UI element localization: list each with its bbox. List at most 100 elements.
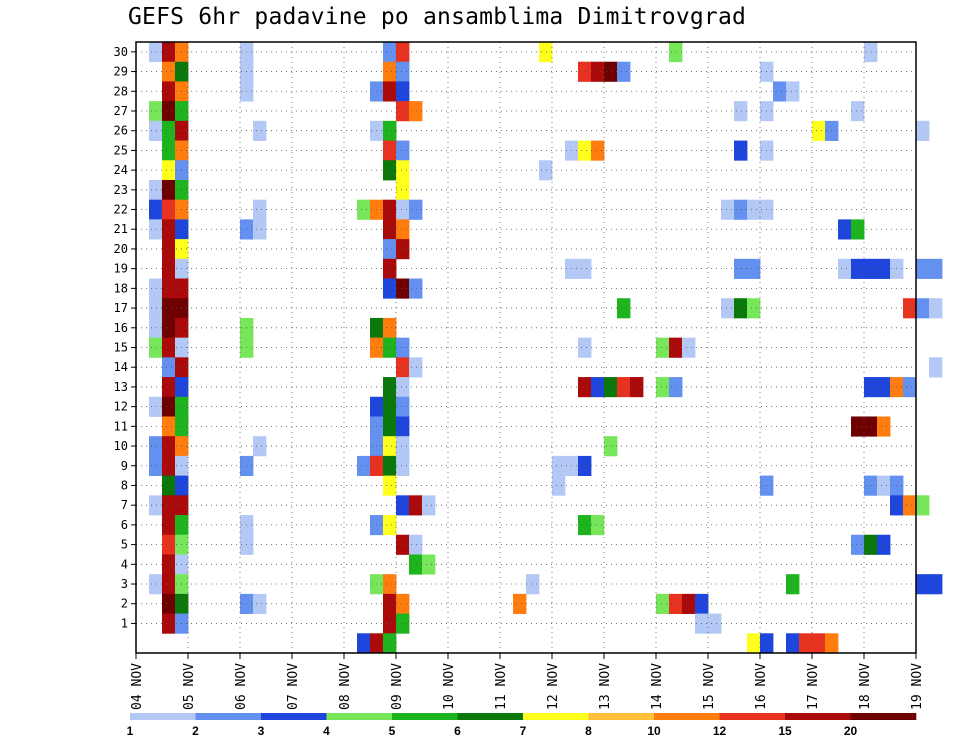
y-tick-label-2: 2 xyxy=(121,597,128,611)
cell-m1-d5 xyxy=(396,613,410,634)
y-tick-label-11: 11 xyxy=(114,419,128,433)
cell-m1-d4.75 xyxy=(383,613,397,634)
legend-swatch-9 xyxy=(719,713,786,720)
cell-m11-d4.75 xyxy=(383,416,397,437)
y-tick-label-30: 30 xyxy=(114,45,128,59)
legend-label-8: 8 xyxy=(585,724,592,738)
legend-label-5: 5 xyxy=(389,724,396,738)
cell-m2-d10 xyxy=(656,593,670,614)
cell-m12-d0.5 xyxy=(162,396,176,417)
cell-m19-d13.5 xyxy=(838,258,852,279)
legend-label-15: 15 xyxy=(778,724,792,738)
cell-m22-d11.25 xyxy=(721,199,735,220)
ticks-layer: 1234567891011121314151617181920212223242… xyxy=(114,45,925,710)
cell-m26-d0.5 xyxy=(162,120,176,141)
cell-m27-d11.5 xyxy=(734,101,748,122)
legend-swatch-10 xyxy=(785,713,851,720)
cell-m25-d5 xyxy=(396,140,410,161)
cell-m0-d12 xyxy=(760,633,774,654)
x-tick-label-6: 10 NOV xyxy=(442,663,457,710)
cell-m16-d0.5 xyxy=(162,317,176,339)
legend-swatch-6 xyxy=(523,713,589,720)
x-tick-label-9: 13 NOV xyxy=(598,663,613,710)
cell-m27-d0.25 xyxy=(149,101,163,122)
cell-m5-d14 xyxy=(864,534,878,555)
y-tick-label-13: 13 xyxy=(114,380,128,394)
cell-m9-d0.25 xyxy=(149,455,163,477)
cell-m13-d5 xyxy=(396,377,410,398)
cell-m16-d4.75 xyxy=(383,317,397,339)
cell-m21-d5 xyxy=(396,219,410,240)
y-tick-label-27: 27 xyxy=(114,104,128,118)
y-tick-label-19: 19 xyxy=(114,262,128,276)
cell-m10-d5 xyxy=(396,436,410,457)
cell-m18-d5 xyxy=(396,278,410,299)
y-tick-label-21: 21 xyxy=(114,222,128,236)
cell-m26-d4.75 xyxy=(383,120,397,141)
cell-m30-d4.75 xyxy=(383,42,397,63)
cell-m0-d11.75 xyxy=(747,633,761,654)
cell-m13-d14 xyxy=(864,377,878,398)
cell-m19-d13.75 xyxy=(851,258,865,279)
legend-label-12: 12 xyxy=(713,724,727,738)
legend-label-7: 7 xyxy=(520,724,527,738)
cell-m30-d10.25 xyxy=(669,42,683,63)
cell-m26-d13 xyxy=(812,120,826,141)
legend-bar: 1 2 3 4 5 6 7 8 10 12 15 20 xyxy=(127,713,917,738)
cell-m30-d0.25 xyxy=(149,42,163,63)
cell-m13-d14.75 xyxy=(903,377,917,398)
cell-m17-d0.25 xyxy=(149,298,163,319)
cell-m19-d15.25 xyxy=(929,258,943,279)
cell-m22-d5 xyxy=(396,199,410,220)
cell-m2-d2.25 xyxy=(253,593,267,614)
y-tick-label-8: 8 xyxy=(121,478,128,492)
cell-m11-d0.5 xyxy=(162,416,176,437)
cell-m21-d13.5 xyxy=(838,219,852,240)
cell-m11-d14 xyxy=(864,416,878,437)
legend-swatch-2 xyxy=(261,713,327,720)
cell-m20-d5 xyxy=(396,239,410,260)
cell-m20-d0.5 xyxy=(162,239,176,260)
y-tick-label-17: 17 xyxy=(114,301,128,315)
cell-m3-d15 xyxy=(916,574,930,595)
cell-m22-d5.25 xyxy=(409,199,423,220)
cell-m0-d13 xyxy=(812,633,826,654)
cell-m28-d12.25 xyxy=(773,81,787,102)
y-tick-label-26: 26 xyxy=(114,124,128,138)
cell-m24-d5 xyxy=(396,160,410,181)
cell-m9-d8.5 xyxy=(578,455,592,477)
y-tick-label-20: 20 xyxy=(114,242,128,256)
y-tick-label-29: 29 xyxy=(114,65,128,79)
x-tick-label-14: 18 NOV xyxy=(858,663,873,710)
cell-m11-d14.25 xyxy=(877,416,891,437)
cell-m4-d5.5 xyxy=(422,554,436,575)
cell-m29-d8.75 xyxy=(591,61,605,82)
cell-m10-d0.5 xyxy=(162,436,176,457)
cell-m10-d4.75 xyxy=(383,436,397,457)
cell-m30-d7.75 xyxy=(539,42,553,63)
cell-m22-d11.5 xyxy=(734,199,748,220)
cell-m6-d0.5 xyxy=(162,515,176,536)
cell-m14-d0.5 xyxy=(162,357,176,378)
x-tick-label-2: 06 NOV xyxy=(234,663,249,710)
cell-m26-d0.25 xyxy=(149,120,163,141)
cell-m17-d15 xyxy=(916,298,930,319)
cell-m15-d0.5 xyxy=(162,337,176,358)
cell-m29-d9 xyxy=(604,61,618,82)
cell-m7-d0.5 xyxy=(162,495,176,516)
cell-m24-d4.75 xyxy=(383,160,397,181)
x-tick-label-12: 16 NOV xyxy=(754,663,769,710)
cell-m30-d14 xyxy=(864,42,878,63)
cell-m9-d5 xyxy=(396,455,410,477)
x-tick-label-1: 05 NOV xyxy=(182,663,197,710)
cell-m3-d0.5 xyxy=(162,574,176,595)
cell-m0-d12.5 xyxy=(786,633,800,654)
cell-m12-d5 xyxy=(396,396,410,417)
cell-m13-d0.5 xyxy=(162,377,176,398)
cell-m22-d2.25 xyxy=(253,199,267,220)
cell-m17-d11.5 xyxy=(734,298,748,319)
cell-m22-d0.25 xyxy=(149,199,163,220)
cell-m16-d0.25 xyxy=(149,317,163,339)
cell-m27-d13.75 xyxy=(851,101,865,122)
y-tick-label-22: 22 xyxy=(114,203,128,217)
